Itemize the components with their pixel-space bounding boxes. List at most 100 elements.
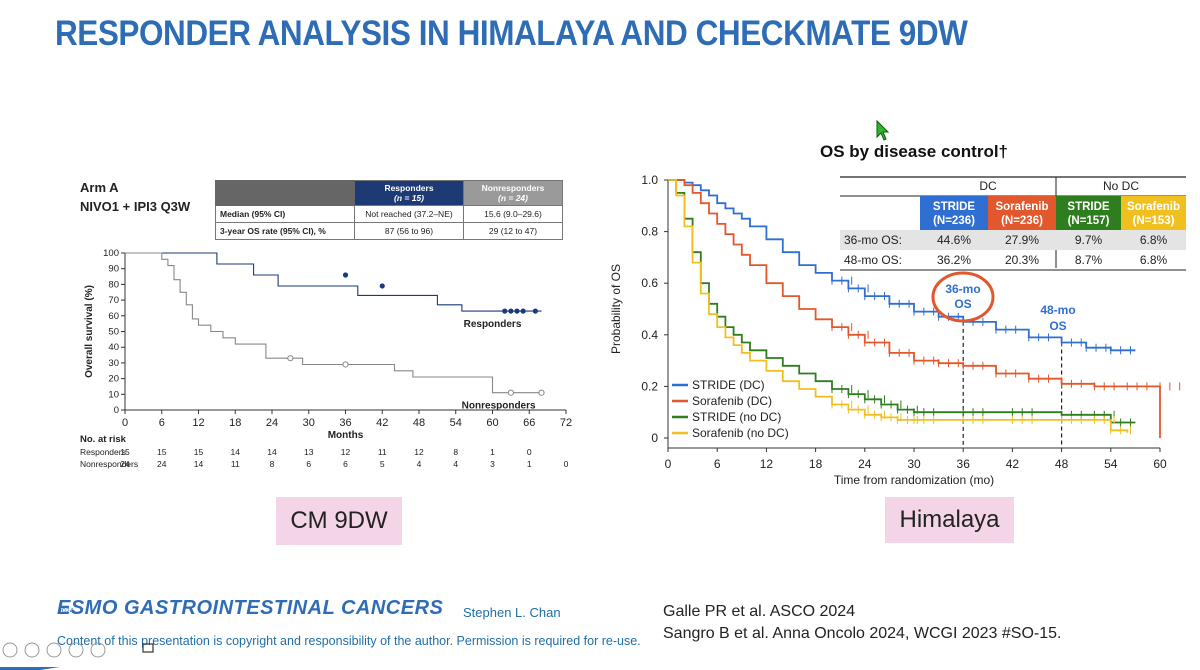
- censor-mark: [502, 308, 508, 314]
- table-row-bg: [840, 230, 1186, 250]
- x-tick-label: 12: [760, 457, 774, 471]
- risk-row-label: Responders: [80, 447, 126, 457]
- censor-mark: [532, 308, 538, 314]
- next-icon: [24, 642, 40, 658]
- x-tick-label: 30: [907, 457, 921, 471]
- esmo-year: 2024: [58, 608, 74, 615]
- camera-icon: [142, 643, 154, 653]
- x-tick-label: 30: [303, 417, 315, 429]
- arm-line2: NIVO1 + IPI3 Q3W: [80, 199, 191, 214]
- risk-value: 14: [194, 459, 204, 469]
- annotation-48: OS: [1049, 319, 1066, 333]
- x-tick-label: 24: [858, 457, 872, 471]
- row-3yr-label: 3-year OS rate (95% CI), %: [215, 222, 355, 240]
- risk-value: 13: [304, 447, 314, 457]
- table-header-cell: [1056, 196, 1121, 230]
- player-controls[interactable]: [0, 640, 160, 670]
- legend-label: Sorafenib (DC): [692, 394, 772, 408]
- y-axis-label: Probability of OS: [609, 264, 623, 354]
- x-tick-label: 0: [122, 417, 128, 429]
- risk-value: 4: [453, 459, 458, 469]
- copyright-notice: Content of this presentation is copyrigh…: [57, 634, 641, 648]
- legend-label: Sorafenib (no DC): [692, 426, 789, 440]
- table-group-nodc: No DC: [1103, 179, 1139, 193]
- table-header-cell: [988, 196, 1056, 230]
- y-tick-label: 50: [108, 327, 119, 338]
- censor-mark: [538, 389, 545, 396]
- table-header-line2: (N=153): [1133, 215, 1175, 227]
- risk-value: 24: [157, 459, 167, 469]
- table-header-line1: STRIDE: [933, 201, 976, 213]
- x-tick-label: 18: [809, 457, 823, 471]
- x-tick-label: 54: [450, 417, 462, 429]
- risk-value: 15: [194, 447, 204, 457]
- x-axis-label: Time from randomization (mo): [834, 473, 994, 487]
- caption-himalaya: Himalaya: [885, 497, 1014, 543]
- header-responders: Responders (n = 15): [354, 180, 464, 206]
- x-tick-label: 66: [523, 417, 535, 429]
- y-tick-label: 70: [108, 295, 119, 306]
- series-line: [668, 179, 1136, 352]
- x-tick-label: 0: [665, 457, 672, 471]
- table-value: 36.2%: [937, 253, 971, 267]
- risk-value: 0: [564, 459, 569, 469]
- table-header-line1: STRIDE: [1067, 201, 1110, 213]
- y-tick-label: 20: [108, 374, 119, 385]
- series-label-responders: Responders: [464, 319, 522, 330]
- censor-mark: [287, 355, 294, 362]
- y-tick-label: 100: [103, 248, 119, 259]
- y-tick-label: 80: [108, 279, 119, 290]
- table-header-line2: (N=236): [1001, 215, 1043, 227]
- annotation-36: 36-mo: [945, 282, 980, 296]
- slide-title: RESPONDER ANALYSIS IN HIMALAYA AND CHECK…: [55, 14, 968, 53]
- table-header-cell: [1121, 196, 1186, 230]
- table-row-label: 48-mo OS:: [844, 253, 902, 267]
- table-header-line2: (N=157): [1068, 215, 1110, 227]
- arm-line1: Arm A: [80, 180, 119, 195]
- reference-2: Sangro B et al. Anna Oncolo 2024, WCGI 2…: [663, 625, 1062, 642]
- series-line: [668, 179, 1161, 438]
- y-tick-label: 90: [108, 264, 119, 275]
- author-name: Stephen L. Chan: [463, 605, 561, 620]
- censor-mark: [508, 308, 514, 314]
- table-header-cell: [920, 196, 988, 230]
- table-value: 8.7%: [1075, 253, 1103, 267]
- table-header-line2: (N=236): [933, 215, 975, 227]
- x-tick-label: 12: [192, 417, 204, 429]
- series-label-nonresponders: Nonresponders: [462, 401, 536, 412]
- prev-icon: [2, 642, 18, 658]
- y-tick-label: 0.4: [641, 328, 658, 342]
- risk-value: 24: [120, 459, 130, 469]
- y-tick-label: 0: [114, 405, 119, 416]
- x-tick-label: 42: [376, 417, 388, 429]
- cursor-icon: [876, 120, 890, 141]
- esmo-logo: ESMO GASTROINTESTINAL CANCERS: [57, 597, 444, 619]
- risk-value: 14: [267, 447, 277, 457]
- risk-header: No. at risk: [80, 434, 127, 445]
- x-tick-label: 24: [266, 417, 278, 429]
- arm-label: Arm A NIVO1 + IPI3 Q3W: [80, 178, 190, 216]
- y-tick-label: 1.0: [641, 173, 658, 187]
- table-header-line1: Sorafenib: [995, 201, 1048, 213]
- x-tick-label: 36: [957, 457, 971, 471]
- risk-value: 8: [270, 459, 275, 469]
- x-tick-label: 18: [229, 417, 241, 429]
- censor-mark: [379, 283, 385, 289]
- risk-value: 6: [306, 459, 311, 469]
- menu-icon: [46, 642, 62, 658]
- risk-value: 14: [231, 447, 241, 457]
- table-row-label: 36-mo OS:: [844, 233, 902, 247]
- x-tick-label: 6: [159, 417, 165, 429]
- risk-value: 5: [380, 459, 385, 469]
- series-line-nonresponders: [125, 252, 542, 394]
- risk-value: 4: [417, 459, 422, 469]
- table-value: 20.3%: [1005, 253, 1039, 267]
- risk-value: 1: [527, 459, 532, 469]
- x-tick-label: 6: [714, 457, 721, 471]
- risk-value: 1: [490, 447, 495, 457]
- y-tick-label: 0.6: [641, 276, 658, 290]
- table-corner: [215, 180, 355, 206]
- y-tick-label: 0: [651, 431, 658, 445]
- x-tick-label: 72: [560, 417, 572, 429]
